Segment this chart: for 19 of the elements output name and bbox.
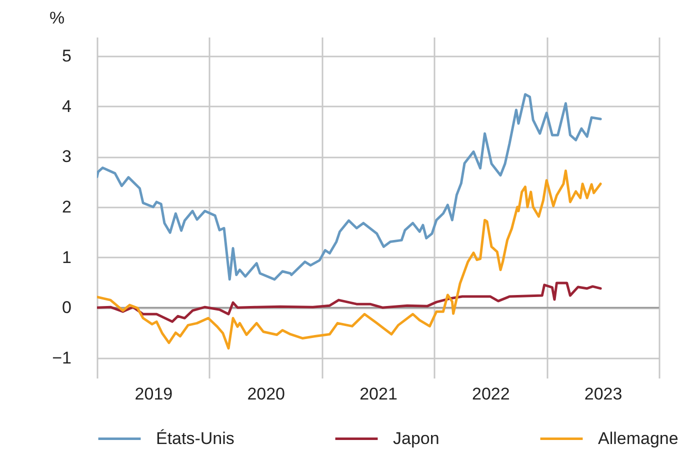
- y-tick-label: 5: [62, 46, 72, 66]
- x-tick-label: 2021: [360, 384, 398, 404]
- y-tick-label: 4: [62, 96, 72, 116]
- x-tick-label: 2023: [584, 384, 622, 404]
- x-tick-label: 2019: [134, 384, 173, 404]
- legend-label: Japon: [393, 428, 440, 448]
- y-axis-title: %: [50, 8, 65, 28]
- y-tick-label: 3: [62, 147, 72, 166]
- legend-label: États-Unis: [156, 428, 234, 448]
- y-tick-label: 0: [62, 298, 72, 318]
- x-tick-label: 2020: [247, 384, 286, 404]
- y-tick-label: 2: [62, 197, 72, 216]
- line-series: [97, 93, 602, 281]
- x-tick-label: 2022: [472, 384, 510, 404]
- line-series: [97, 282, 602, 323]
- legend-label: Allemagne: [598, 428, 678, 448]
- y-tick-label: −1: [52, 348, 72, 368]
- y-tick-label: 1: [62, 248, 72, 267]
- line-series: [97, 170, 602, 350]
